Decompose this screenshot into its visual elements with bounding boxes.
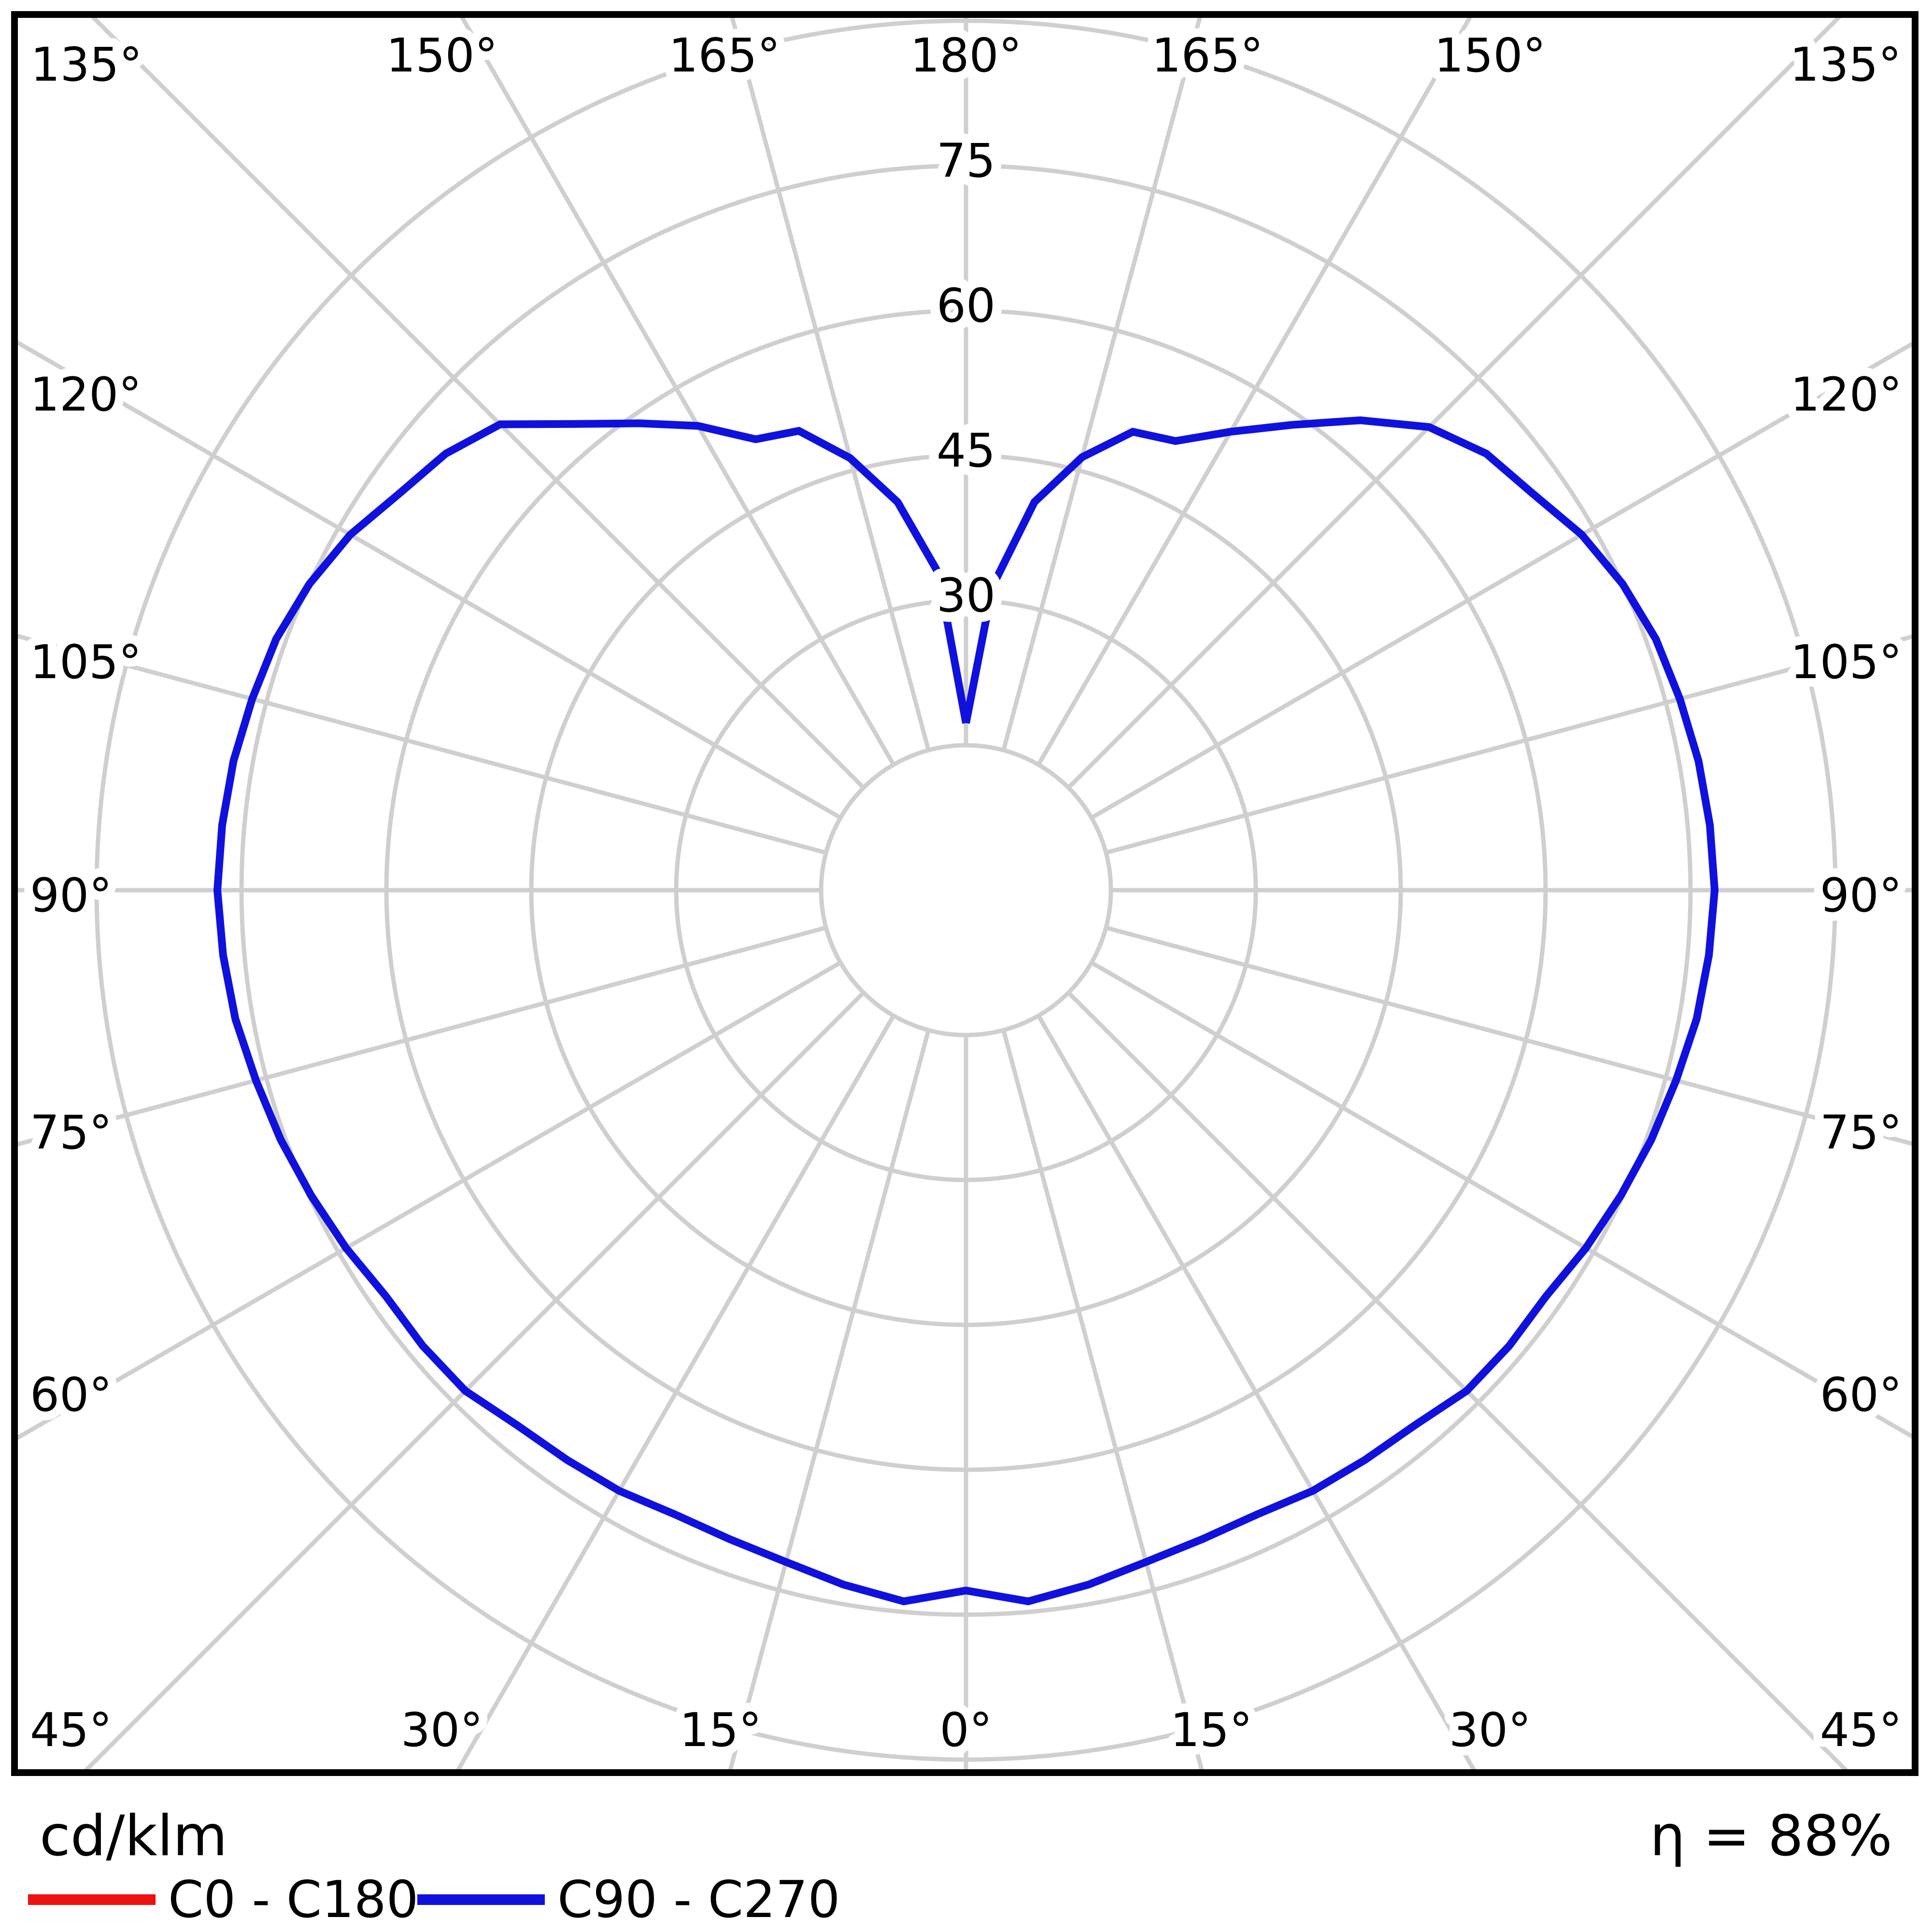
angle-label-top: 165°	[668, 28, 780, 83]
grid-spoke-135	[1066, 18, 1842, 790]
angle-label-top: 180°	[910, 28, 1022, 83]
angle-label-right: 120°	[1790, 368, 1902, 422]
grid-spoke-210	[460, 18, 895, 766]
grid-spoke-225	[90, 18, 866, 790]
angle-label-bottom: 30°	[401, 1703, 483, 1757]
angle-label-left: 105°	[30, 635, 142, 689]
radial-tick-label: 45	[937, 424, 995, 478]
grid-spoke-285	[18, 925, 827, 1147]
grid-spoke-150	[1037, 18, 1472, 766]
angle-label-bottom: 15°	[680, 1703, 762, 1757]
radial-tick-label: 75	[937, 134, 995, 188]
units-label: cd/klm	[40, 1804, 227, 1869]
angle-label-right: 60°	[1820, 1368, 1902, 1422]
angle-label-left: 90°	[30, 868, 112, 923]
legend-item-c90-c270: C90 - C270	[417, 1870, 840, 1929]
legend-item-c0-c180: C0 - C180	[28, 1870, 419, 1929]
legend-label: C90 - C270	[557, 1870, 840, 1929]
angle-label-right: 105°	[1790, 635, 1902, 689]
axis-labels: 135° 150° 165° 180° 165° 150° 135° 120° 105° 90° 7…	[21, 20, 1911, 1766]
grid-spoke-75	[1105, 925, 1912, 1146]
angle-label-top: 135°	[30, 38, 142, 92]
angle-label-top: 135°	[1790, 38, 1901, 92]
radial-tick-label: 60	[937, 279, 995, 333]
grid-spoke-165	[1001, 18, 1202, 751]
grid-spoke-60	[1090, 961, 1912, 1439]
grid-spoke-195	[730, 18, 931, 751]
radial-tick-label: 30	[937, 568, 995, 623]
grid-spoke-315	[84, 991, 866, 1769]
angle-label-top: 150°	[1434, 28, 1546, 83]
grid-spoke-120	[1090, 341, 1912, 820]
angle-label-bottom: 0°	[939, 1703, 992, 1757]
angle-label-bottom: 15°	[1170, 1703, 1252, 1757]
grid-spoke-300	[18, 961, 842, 1440]
grid-spoke-240	[18, 340, 842, 820]
angle-label-top: 150°	[386, 28, 497, 83]
angle-label-top: 165°	[1151, 28, 1263, 83]
angle-label-left: 75°	[30, 1106, 112, 1160]
angle-label-left: 60°	[30, 1368, 112, 1422]
grid-spoke-330	[456, 1014, 895, 1769]
grid-ring-15	[819, 743, 1113, 1037]
grid-spoke-345	[728, 1029, 931, 1769]
legend-label: C0 - C180	[168, 1870, 419, 1929]
curve-c90-c270	[213, 416, 1719, 1605]
angle-label-right: 45°	[1820, 1703, 1902, 1757]
legend-swatch-blue	[417, 1894, 545, 1905]
angle-label-right: 75°	[1820, 1106, 1902, 1160]
legend-swatch-red	[28, 1894, 156, 1905]
grid-spoke-45	[1066, 991, 1848, 1769]
angle-label-right: 90°	[1820, 868, 1902, 923]
angle-label-left: 120°	[30, 368, 142, 422]
plot-frame	[11, 11, 1918, 1776]
grid-spoke-15	[1001, 1029, 1204, 1769]
angle-label-left: 45°	[30, 1703, 112, 1757]
angle-label-bottom: 30°	[1449, 1703, 1531, 1757]
grid-spoke-255	[18, 634, 827, 855]
grid-spoke-30	[1037, 1014, 1476, 1769]
grid-spoke-105	[1105, 634, 1912, 855]
efficiency-label: η = 88%	[1649, 1804, 1892, 1869]
